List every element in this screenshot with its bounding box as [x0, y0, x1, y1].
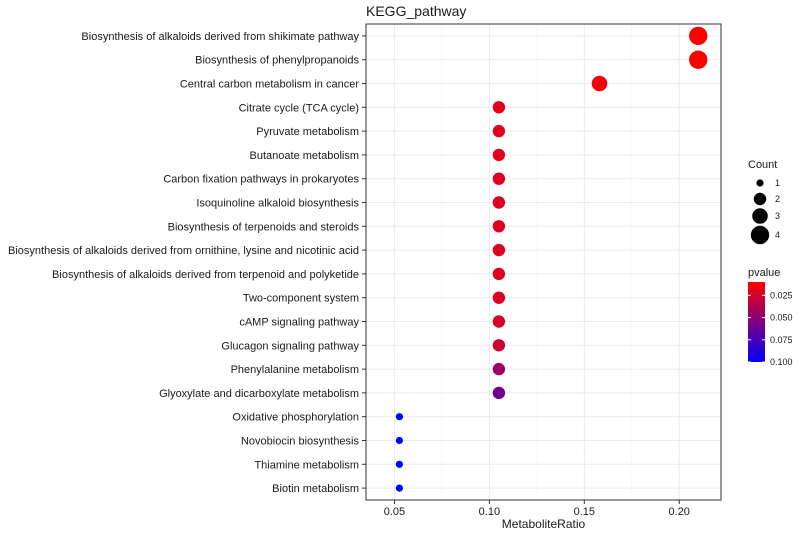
size-legend-label: 4 [775, 230, 780, 240]
size-legend-label: 3 [775, 211, 780, 221]
data-point [492, 267, 506, 281]
color-legend-label: 0.025 [770, 290, 793, 300]
y-tick-label: Biosynthesis of terpenoids and steroids [168, 221, 360, 233]
data-point [492, 124, 506, 138]
y-tick-label: Biosynthesis of alkaloids derived from s… [81, 31, 359, 43]
size-legend-key [756, 179, 764, 187]
x-tick-label: 0.05 [384, 506, 405, 518]
data-point [492, 315, 506, 328]
data-point [395, 436, 404, 445]
data-point [492, 362, 506, 376]
y-tick-label: Two-component system [243, 293, 359, 305]
data-point [689, 26, 708, 46]
data-point [689, 50, 708, 69]
y-tick-label: Glucagon signaling pathway [221, 340, 359, 352]
data-point [492, 148, 506, 162]
y-tick-label: Butanoate metabolism [250, 150, 359, 162]
size-legend-key [752, 208, 768, 224]
size-legend-key [750, 225, 770, 245]
color-legend-label: 0.050 [770, 313, 793, 323]
data-point [395, 484, 404, 492]
size-legend-key [753, 192, 767, 206]
chart-title: KEGG_pathway [366, 3, 467, 19]
color-legend-label: 0.075 [770, 335, 793, 345]
y-tick-label: Novobiocin biosynthesis [241, 436, 360, 448]
data-point [395, 413, 404, 421]
y-tick-label: Isoquinoline alkaloid biosynthesis [196, 198, 359, 210]
x-tick-label: 0.20 [669, 506, 690, 518]
y-tick-label: Carbon fixation pathways in prokaryotes [163, 174, 359, 186]
data-point [492, 339, 506, 352]
data-point [395, 460, 404, 468]
color-legend-label: 0.100 [770, 357, 793, 367]
data-point [492, 386, 506, 400]
color-legend-title: pvalue [748, 267, 780, 279]
data-point [591, 75, 608, 92]
data-point [492, 101, 506, 114]
x-axis-title: MetaboliteRatio [502, 517, 586, 531]
y-tick-label: Central carbon metabolism in cancer [180, 79, 359, 91]
data-point [492, 196, 506, 209]
x-tick-label: 0.10 [479, 506, 500, 518]
y-tick-label: Thiamine metabolism [254, 459, 359, 471]
y-tick-label: Phenylalanine metabolism [231, 364, 359, 376]
y-tick-label: Oxidative phosphorylation [232, 412, 359, 424]
y-tick-label: Pyruvate metabolism [256, 126, 359, 138]
y-tick-label: Biotin metabolism [272, 483, 359, 495]
data-point [492, 172, 506, 185]
y-tick-label: Biosynthesis of alkaloids derived from t… [52, 269, 359, 281]
data-point [492, 220, 506, 233]
y-tick-label: Biosynthesis of phenylpropanoids [195, 55, 359, 67]
data-point [492, 243, 506, 257]
y-tick-label: cAMP signaling pathway [239, 317, 359, 329]
x-tick-label: 0.15 [574, 506, 595, 518]
data-point [492, 291, 506, 304]
size-legend-label: 1 [775, 178, 780, 188]
y-tick-label: Glyoxylate and dicarboxylate metabolism [159, 388, 359, 400]
y-tick-label: Biosynthesis of alkaloids derived from o… [8, 245, 359, 257]
panel-border [365, 23, 722, 501]
y-tick-label: Citrate cycle (TCA cycle) [239, 102, 359, 114]
color-legend-bar [748, 282, 765, 362]
size-legend-title: Count [748, 159, 777, 171]
size-legend-label: 2 [775, 194, 780, 204]
